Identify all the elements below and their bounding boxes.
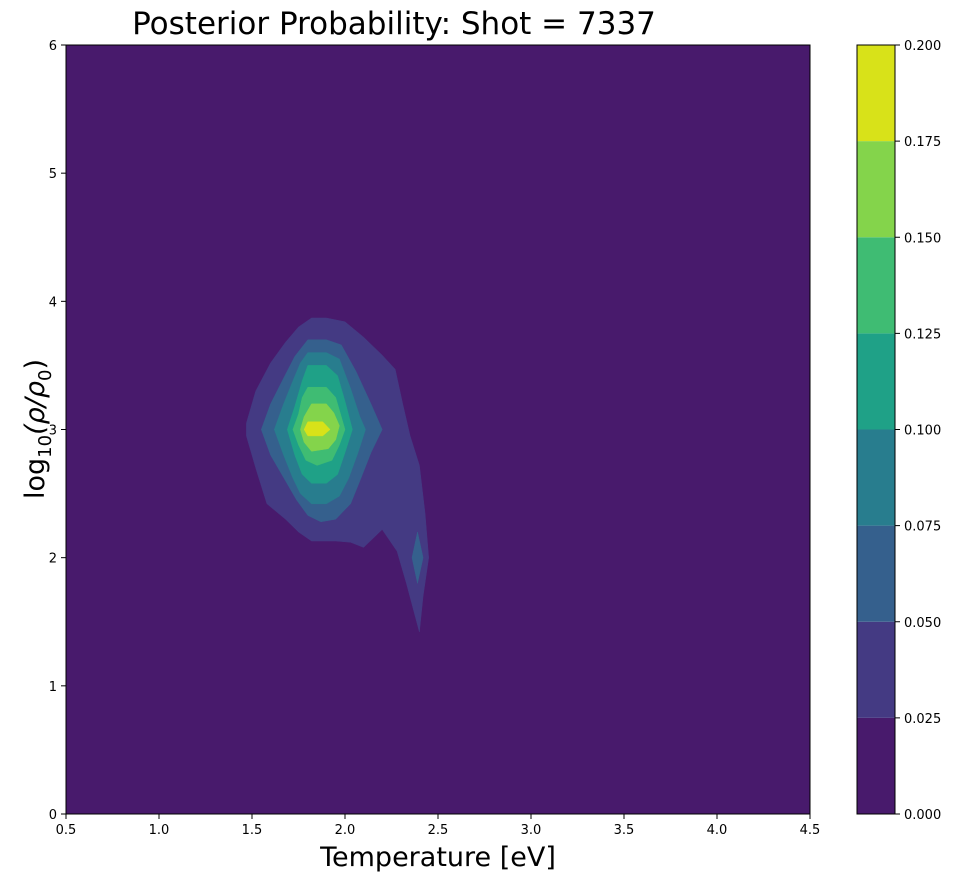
x-tick-label: 2.0: [335, 823, 356, 838]
colorbar-band: [857, 717, 895, 814]
colorbar-tick-label: 0.075: [904, 520, 941, 535]
colorbar-tick-label: 0.100: [904, 424, 941, 439]
colorbar-band: [857, 525, 895, 622]
colorbar-band: [857, 237, 895, 334]
contour-level-0_175-7: [303, 421, 331, 437]
y-tick-label: 4: [49, 295, 57, 310]
colorbar-tick-label: 0.025: [904, 712, 941, 727]
y-tick-label: 5: [49, 167, 57, 182]
colorbar-tick-label: 0.150: [904, 231, 941, 246]
y-label-body: (ρ/ρ: [20, 381, 51, 435]
colorbar-tick-label: 0.000: [904, 808, 941, 823]
x-axis-ticks: 0.5 1.0 1.5 2.0 2.5 3.0 3.5 4.0 4.5: [56, 814, 821, 838]
x-tick-label: 3.5: [614, 823, 635, 838]
y-axis-label: log10(ρ/ρ0): [20, 359, 56, 499]
contour-level-0_05-2: [411, 531, 424, 584]
y-label-prefix: log: [20, 458, 51, 499]
colorbar-tick-label: 0.125: [904, 327, 941, 342]
x-tick-label: 1.5: [242, 823, 263, 838]
y-tick-label: 1: [49, 680, 57, 695]
chart-title: Posterior Probability: Shot = 7337: [132, 6, 656, 42]
colorbar-bands: [857, 45, 895, 814]
y-axis-ticks: 0 1 2 3 4 5 6: [49, 39, 66, 823]
x-axis-label: Temperature [eV]: [319, 842, 556, 873]
colorbar-ticks: 0.000 0.025 0.050 0.075 0.100 0.125 0.150 0.175…: [895, 39, 941, 823]
x-tick-label: 4.5: [800, 823, 821, 838]
x-tick-label: 3.0: [521, 823, 542, 838]
y-tick-label: 0: [49, 808, 57, 823]
y-tick-label: 2: [49, 552, 57, 567]
contour-fill-group: [246, 317, 429, 633]
colorbar-band: [857, 141, 895, 238]
x-tick-label: 2.5: [428, 823, 449, 838]
colorbar-tick-label: 0.200: [904, 39, 941, 54]
plot-background: [66, 45, 810, 814]
x-tick-label: 1.0: [149, 823, 170, 838]
x-tick-label: 0.5: [56, 823, 77, 838]
x-tick-label: 4.0: [707, 823, 728, 838]
y-label-subscript: 10: [35, 435, 56, 458]
y-label-suffix: ): [20, 359, 51, 370]
colorbar-band: [857, 45, 895, 142]
y-label-body-subscript: 0: [35, 370, 56, 381]
colorbar-band: [857, 429, 895, 526]
y-tick-label: 6: [49, 39, 57, 54]
y-tick-label: 3: [49, 424, 57, 439]
colorbar: 0.000 0.025 0.050 0.075 0.100 0.125 0.150 0.175…: [856, 39, 941, 823]
colorbar-band: [857, 621, 895, 718]
colorbar-tick-label: 0.175: [904, 135, 941, 150]
contour-plot-area: [65, 44, 811, 815]
colorbar-tick-label: 0.050: [904, 616, 941, 631]
colorbar-band: [857, 333, 895, 430]
